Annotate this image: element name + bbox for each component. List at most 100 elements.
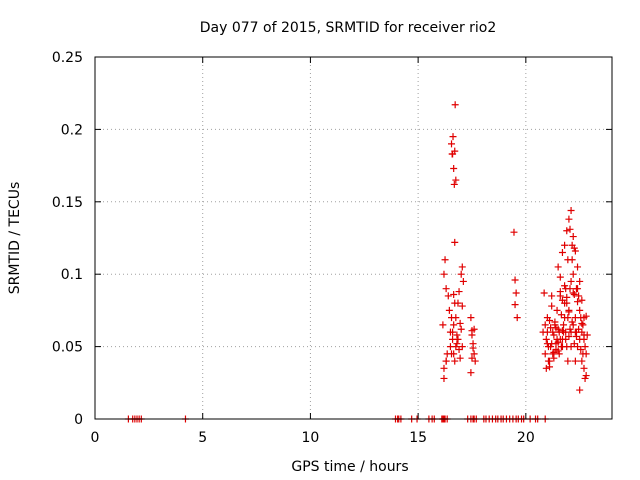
y-tick-label: 0.1 [61, 267, 83, 283]
data-point [572, 332, 580, 340]
data-point [576, 277, 584, 285]
data-point [570, 244, 578, 252]
y-tick-label: 0.2 [61, 122, 83, 138]
data-point [470, 350, 478, 358]
data-point [558, 248, 566, 256]
data-point [546, 317, 554, 325]
data-points [124, 101, 591, 423]
data-point [453, 340, 461, 348]
data-point [451, 238, 459, 246]
chart-title: Day 077 of 2015, SRMTID for receiver rio… [200, 20, 497, 36]
data-point [579, 350, 587, 358]
data-point [560, 321, 568, 329]
plot-frame [94, 56, 613, 420]
data-point [567, 206, 575, 214]
data-point [575, 325, 583, 333]
data-point [441, 256, 449, 264]
data-point [458, 263, 466, 271]
data-point [554, 338, 562, 346]
data-point [468, 354, 476, 362]
data-point [540, 289, 548, 297]
y-axis-label: SRMTID / TECUs [7, 182, 23, 295]
data-point [554, 263, 562, 271]
data-point [448, 140, 456, 148]
data-point [563, 293, 571, 301]
x-tick-label: 5 [198, 430, 207, 446]
data-point [456, 354, 464, 362]
data-point [442, 357, 450, 365]
data-point [452, 314, 460, 322]
y-tick-label: 0.15 [52, 195, 83, 211]
data-point [467, 369, 475, 377]
data-point [450, 321, 458, 329]
data-point [574, 298, 582, 306]
data-point [457, 270, 465, 278]
data-point [576, 306, 584, 314]
data-point [440, 364, 448, 372]
data-point [541, 321, 549, 329]
data-point [450, 350, 458, 358]
data-point [569, 233, 577, 241]
data-point [455, 288, 463, 296]
data-point [578, 296, 586, 304]
data-point [451, 357, 459, 365]
data-point [577, 345, 585, 353]
data-point [457, 325, 465, 333]
x-tick-label: 20 [517, 430, 535, 446]
data-point [579, 321, 587, 329]
data-point [566, 225, 574, 233]
data-point [570, 290, 578, 298]
data-point [550, 348, 558, 356]
data-point [560, 328, 568, 336]
axis-ticks: 0 5 10 15 20 0 0.05 0.1 0.15 0.2 0.25 [52, 50, 612, 446]
data-point [450, 290, 458, 298]
data-point [470, 325, 478, 333]
data-point [561, 241, 569, 249]
data-point [468, 331, 476, 339]
data-point [453, 331, 461, 339]
x-axis-label: GPS time / hours [291, 459, 408, 475]
data-point [569, 289, 577, 297]
y-tick-label: 0 [74, 412, 83, 428]
data-point [469, 344, 477, 352]
data-point [456, 319, 464, 327]
data-point [563, 227, 571, 235]
data-point [569, 270, 577, 278]
data-point [449, 133, 457, 141]
data-point [567, 343, 575, 351]
data-point [562, 335, 570, 343]
data-point [511, 276, 519, 284]
data-point [549, 328, 557, 336]
data-point [580, 331, 588, 339]
data-point [553, 306, 561, 314]
data-point [512, 289, 520, 297]
data-point [442, 285, 450, 293]
y-tick-label: 0.05 [52, 340, 83, 356]
data-point [552, 324, 560, 332]
data-point [546, 363, 554, 371]
data-point [458, 302, 466, 310]
data-point [555, 350, 563, 358]
data-point [556, 273, 564, 281]
data-point [556, 292, 564, 300]
data-point [440, 270, 448, 278]
data-point [582, 312, 590, 320]
data-point [561, 314, 569, 322]
data-point [451, 101, 459, 109]
data-point [568, 318, 576, 326]
data-point [450, 164, 458, 172]
data-point [578, 319, 586, 327]
data-point [452, 176, 460, 184]
data-point [445, 306, 453, 314]
data-point [467, 314, 475, 322]
data-point [541, 350, 549, 358]
data-point [571, 357, 579, 365]
data-point [459, 277, 467, 285]
data-point [542, 364, 550, 372]
data-point [564, 357, 572, 365]
data-point [444, 292, 452, 300]
x-tick-label: 10 [302, 430, 320, 446]
data-point [576, 386, 584, 394]
data-point [561, 282, 569, 290]
